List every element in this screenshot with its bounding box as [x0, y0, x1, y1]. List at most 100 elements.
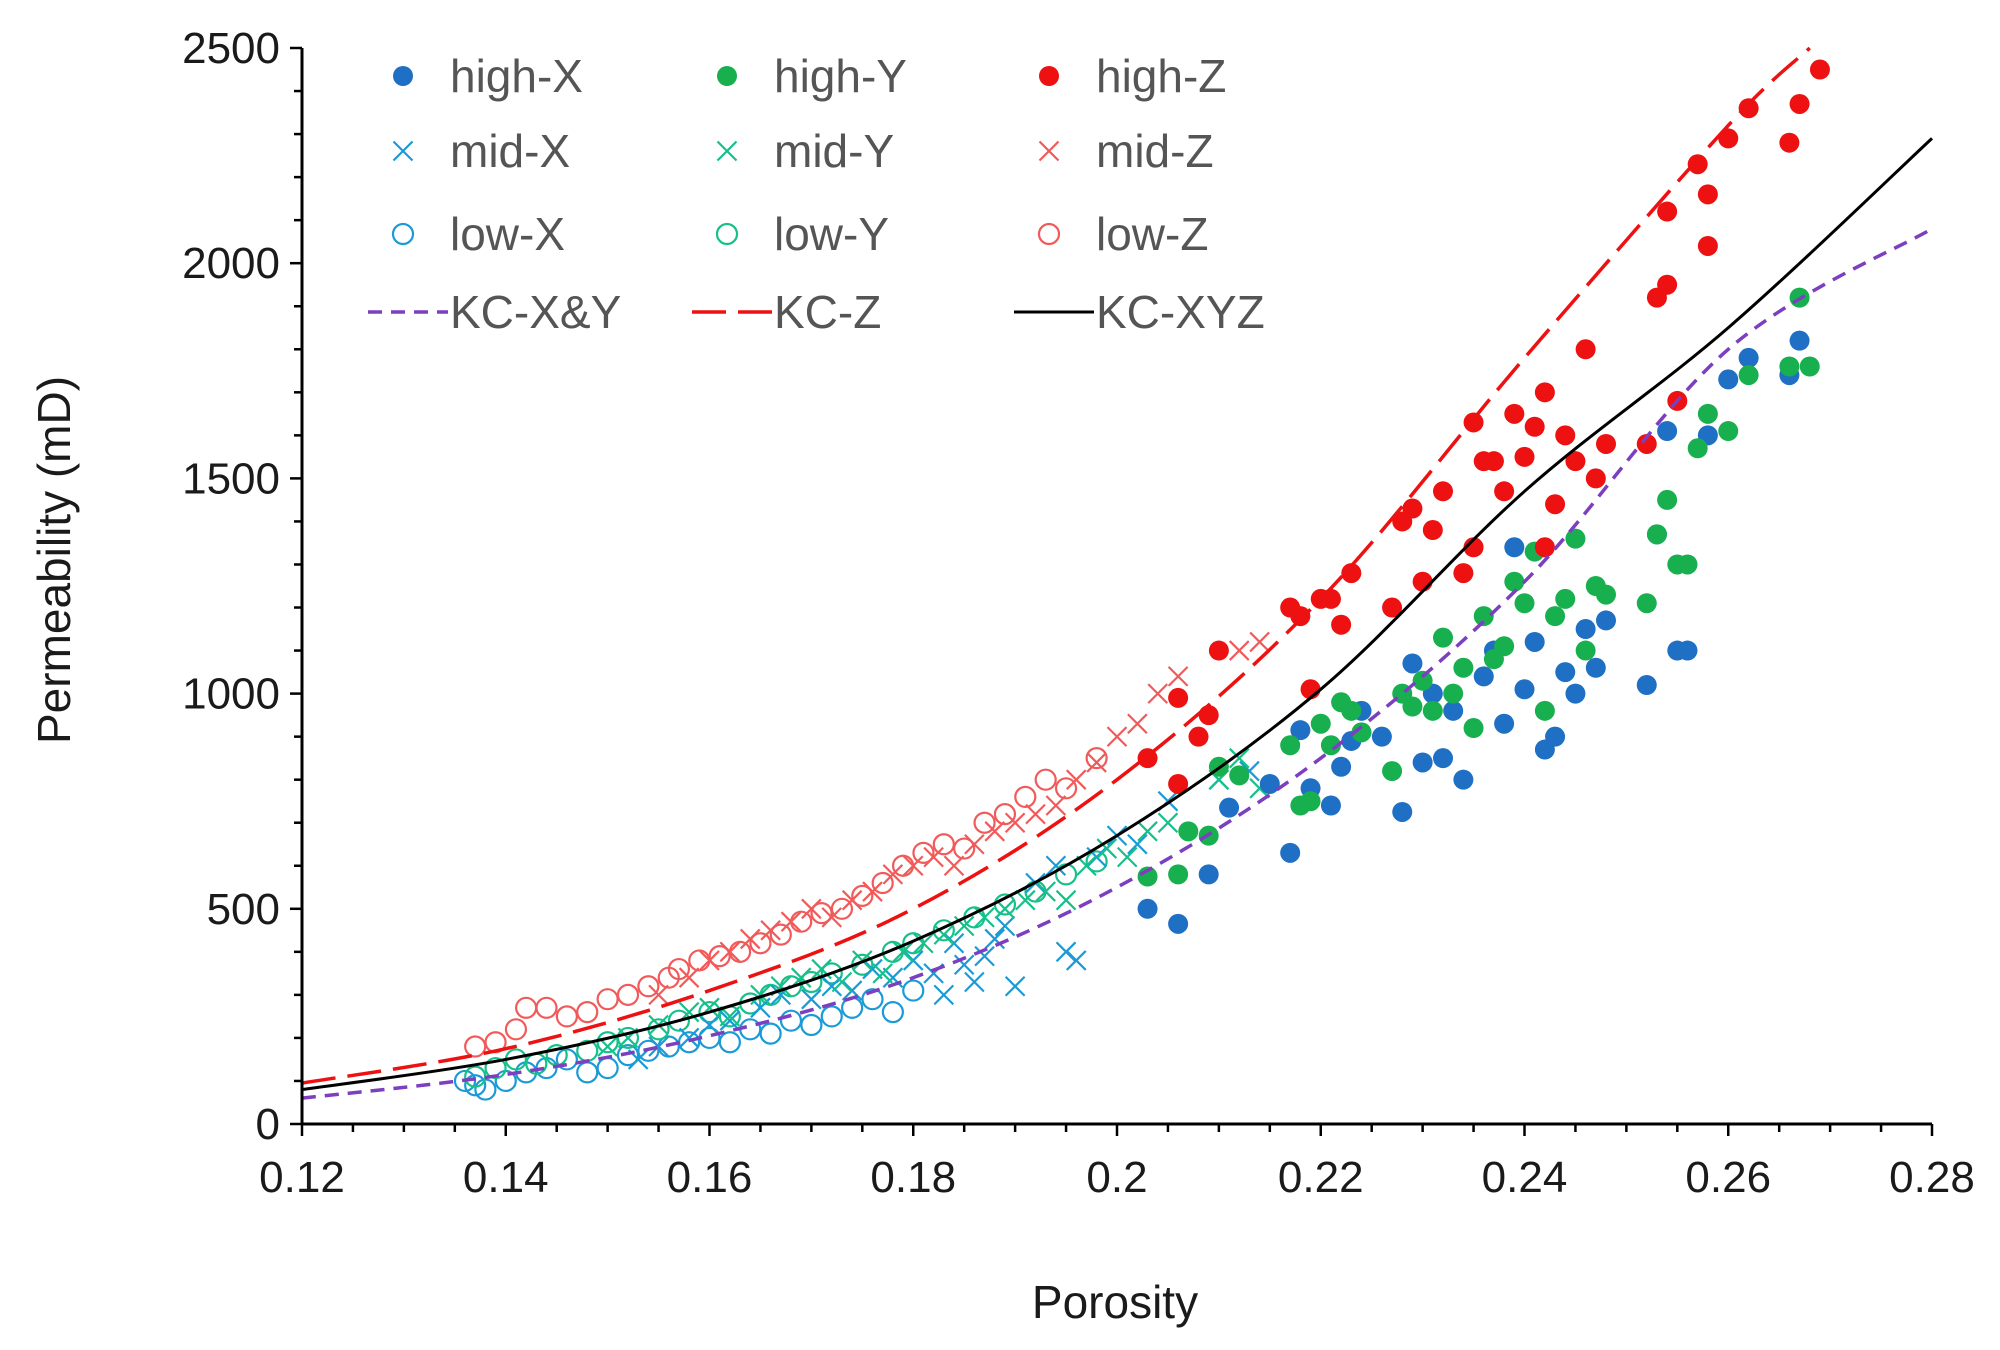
data-point — [1524, 631, 1545, 652]
data-point — [1687, 438, 1708, 459]
x-tick-label: 0.14 — [463, 1153, 549, 1202]
legend-entry: high-Z — [1039, 50, 1226, 102]
series-high-X — [1137, 330, 1810, 934]
legend-marker — [391, 222, 415, 246]
data-point — [1392, 801, 1413, 822]
data-point — [1096, 838, 1118, 859]
data-point — [1697, 235, 1718, 256]
data-point — [1636, 593, 1657, 614]
data-point — [943, 932, 965, 954]
data-point — [1657, 489, 1678, 510]
data-point — [760, 920, 781, 941]
legend-entry: low-X — [391, 208, 565, 260]
data-point — [616, 1026, 640, 1050]
data-point — [648, 1036, 669, 1057]
legend-marker — [393, 66, 413, 86]
legend-entry: mid-X — [392, 125, 570, 177]
data-point — [1687, 154, 1708, 175]
data-point — [1718, 421, 1739, 442]
legend-entry: low-Y — [715, 208, 889, 260]
data-point — [1198, 864, 1219, 885]
data-point — [464, 1074, 487, 1097]
data-point — [667, 1009, 691, 1032]
data-point — [820, 962, 843, 985]
x-tick-label: 0.26 — [1685, 1153, 1771, 1202]
data-point — [1596, 584, 1616, 605]
fit-curve-kc-z — [301, 46, 1811, 1085]
data-point — [1147, 683, 1169, 704]
data-point — [1035, 881, 1056, 902]
x-tick-label: 0.12 — [259, 1153, 345, 1202]
legend-label: low-X — [450, 208, 565, 260]
data-point — [1545, 494, 1566, 515]
fit-curve-layer — [301, 46, 1934, 1100]
data-point — [1646, 524, 1667, 545]
data-point — [1228, 747, 1250, 769]
data-point — [892, 941, 914, 963]
data-point — [719, 941, 741, 963]
data-point — [1718, 369, 1739, 390]
y-tick-label: 2000 — [182, 239, 280, 288]
data-point — [1168, 773, 1189, 794]
data-point — [1809, 59, 1830, 80]
series-mid-Z — [648, 631, 1270, 1006]
data-point — [943, 855, 965, 877]
data-point — [1065, 769, 1087, 790]
data-point — [1106, 726, 1128, 747]
data-point — [1524, 416, 1545, 437]
data-point — [718, 1031, 741, 1054]
data-point — [708, 945, 731, 968]
data-point — [932, 919, 955, 942]
data-point — [1290, 720, 1311, 741]
data-point — [1127, 713, 1148, 735]
data-point — [759, 1022, 782, 1045]
data-point — [739, 928, 761, 950]
data-point — [1779, 132, 1800, 153]
legend-label: low-Z — [1096, 208, 1208, 260]
legend-entry: high-Y — [717, 50, 907, 102]
data-point — [994, 915, 1016, 937]
data-point — [1157, 812, 1179, 833]
data-point — [1738, 98, 1759, 119]
data-point — [830, 897, 854, 920]
data-point — [678, 1027, 700, 1049]
data-point — [1116, 846, 1138, 868]
legend-marker — [1039, 66, 1059, 86]
legend-entry: mid-Y — [716, 125, 894, 177]
data-point — [576, 1000, 599, 1024]
y-tick-label: 1000 — [182, 670, 280, 719]
data-point — [953, 837, 976, 860]
data-point — [1065, 950, 1087, 971]
data-point — [1555, 425, 1576, 446]
data-point — [484, 1056, 507, 1080]
data-point — [1555, 662, 1576, 683]
data-point — [1657, 421, 1678, 442]
data-point — [667, 957, 691, 981]
y-tick-label: 0 — [256, 1100, 280, 1149]
data-point — [1086, 752, 1107, 773]
data-point — [1657, 201, 1678, 222]
data-point — [800, 1013, 823, 1037]
data-point — [1168, 913, 1189, 934]
data-point — [902, 855, 924, 877]
legend-label: KC-X&Y — [450, 286, 621, 338]
data-point — [1229, 765, 1250, 786]
data-point — [820, 1005, 843, 1028]
legend: high-X high-Y high-Z mid-X mid-Y mid-Z low-X lo… — [368, 50, 1265, 338]
data-point — [1168, 864, 1189, 885]
data-point — [1259, 773, 1280, 794]
data-point — [1463, 412, 1484, 433]
data-point — [1137, 821, 1158, 842]
data-point — [1799, 356, 1820, 377]
data-point — [504, 1018, 528, 1041]
data-point — [1341, 700, 1362, 721]
y-tick-label: 500 — [207, 885, 280, 934]
data-point — [1697, 403, 1718, 424]
data-point — [1738, 347, 1759, 368]
data-point — [1382, 761, 1403, 782]
legend-label: KC-XYZ — [1096, 286, 1265, 338]
legend-marker — [1038, 140, 1060, 162]
data-point — [1382, 597, 1403, 618]
data-point — [1178, 821, 1199, 842]
data-point — [1789, 330, 1810, 351]
